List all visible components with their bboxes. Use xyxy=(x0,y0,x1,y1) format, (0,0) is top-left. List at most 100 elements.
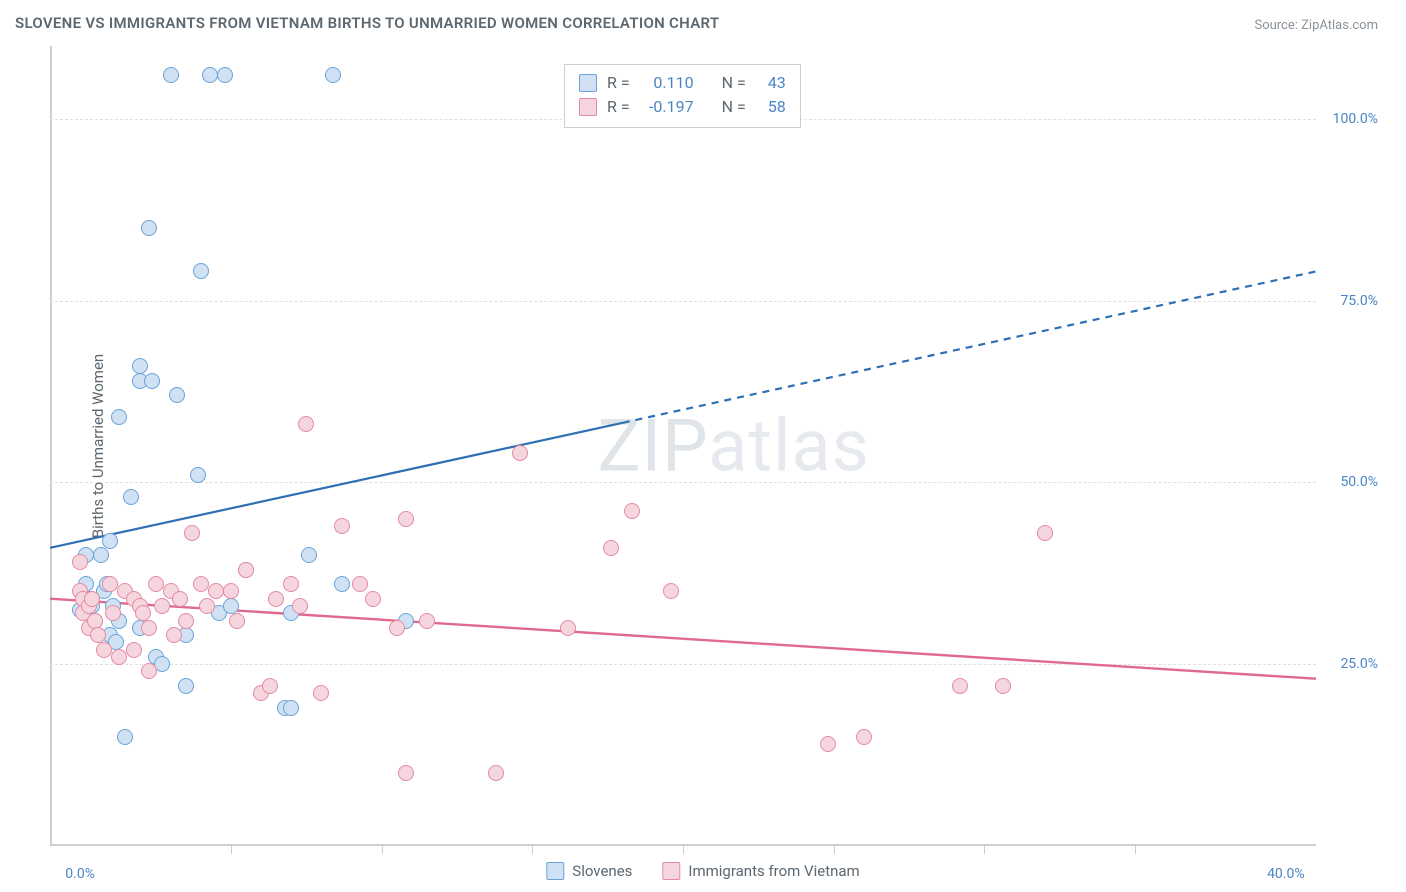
data-point-slovenes xyxy=(283,700,299,716)
data-point-slovenes xyxy=(178,678,194,694)
data-point-vietnam xyxy=(398,511,414,527)
data-point-slovenes xyxy=(193,263,209,279)
data-point-vietnam xyxy=(389,620,405,636)
data-point-slovenes xyxy=(117,729,133,745)
legend-label: Immigrants from Vietnam xyxy=(688,862,859,880)
data-point-vietnam xyxy=(624,503,640,519)
data-point-vietnam xyxy=(172,591,188,607)
y-tick-label: 50.0% xyxy=(1340,474,1378,490)
watermark-prefix: ZIP xyxy=(597,404,708,489)
n-value: 58 xyxy=(756,95,786,119)
data-point-vietnam xyxy=(268,591,284,607)
data-point-vietnam xyxy=(229,613,245,629)
data-point-vietnam xyxy=(193,576,209,592)
stats-row-vietnam: R = -0.197 N = 58 xyxy=(579,95,786,119)
legend-label: Slovenes xyxy=(572,862,632,880)
data-point-vietnam xyxy=(238,562,254,578)
data-point-vietnam xyxy=(603,540,619,556)
data-point-vietnam xyxy=(560,620,576,636)
y-tick-label: 100.0% xyxy=(1333,111,1378,127)
data-point-vietnam xyxy=(365,591,381,607)
data-point-slovenes xyxy=(123,489,139,505)
data-point-vietnam xyxy=(292,598,308,614)
data-point-vietnam xyxy=(208,583,224,599)
source-attribution: Source: ZipAtlas.com xyxy=(1254,18,1378,33)
data-point-slovenes xyxy=(301,547,317,563)
data-point-vietnam xyxy=(126,642,142,658)
data-point-vietnam xyxy=(223,583,239,599)
legend-swatch-vietnam xyxy=(579,98,597,116)
watermark-suffix: atlas xyxy=(708,404,870,489)
data-point-slovenes xyxy=(169,387,185,403)
data-point-vietnam xyxy=(856,729,872,745)
data-point-vietnam xyxy=(184,525,200,541)
n-value: 43 xyxy=(756,71,786,95)
legend-swatch-vietnam xyxy=(662,862,680,880)
data-point-vietnam xyxy=(141,620,157,636)
chart-container: SLOVENE VS IMMIGRANTS FROM VIETNAM BIRTH… xyxy=(0,0,1406,892)
data-point-vietnam xyxy=(148,576,164,592)
chart-title: SLOVENE VS IMMIGRANTS FROM VIETNAM BIRTH… xyxy=(15,14,719,32)
data-point-vietnam xyxy=(952,678,968,694)
data-point-vietnam xyxy=(199,598,215,614)
data-point-vietnam xyxy=(663,583,679,599)
data-point-vietnam xyxy=(995,678,1011,694)
n-label: N = xyxy=(722,71,746,95)
n-label: N = xyxy=(722,95,746,119)
r-value: 0.110 xyxy=(640,71,694,95)
stats-row-slovenes: R = 0.110 N = 43 xyxy=(579,71,786,95)
r-value: -0.197 xyxy=(640,95,694,119)
trend-line-vietnam xyxy=(50,599,1316,679)
data-point-vietnam xyxy=(111,649,127,665)
data-point-vietnam xyxy=(141,663,157,679)
legend-swatch-slovenes xyxy=(546,862,564,880)
data-point-vietnam xyxy=(419,613,435,629)
data-point-vietnam xyxy=(72,554,88,570)
data-point-vietnam xyxy=(262,678,278,694)
data-point-vietnam xyxy=(87,613,103,629)
data-point-vietnam xyxy=(313,685,329,701)
r-label: R = xyxy=(607,71,630,95)
data-point-slovenes xyxy=(93,547,109,563)
x-tick-label: 0.0% xyxy=(65,866,95,882)
data-point-vietnam xyxy=(334,518,350,534)
legend-item-vietnam: Immigrants from Vietnam xyxy=(662,862,859,880)
legend-item-slovenes: Slovenes xyxy=(546,862,632,880)
data-point-vietnam xyxy=(283,576,299,592)
data-point-slovenes xyxy=(163,67,179,83)
data-point-vietnam xyxy=(96,642,112,658)
legend-swatch-slovenes xyxy=(579,74,597,92)
data-point-slovenes xyxy=(111,409,127,425)
watermark: ZIPatlas xyxy=(597,404,869,489)
data-point-slovenes xyxy=(325,67,341,83)
data-point-slovenes xyxy=(190,467,206,483)
data-point-vietnam xyxy=(352,576,368,592)
data-point-slovenes xyxy=(334,576,350,592)
data-point-vietnam xyxy=(102,576,118,592)
bottom-legend: Slovenes Immigrants from Vietnam xyxy=(546,862,859,880)
data-point-vietnam xyxy=(105,605,121,621)
data-point-slovenes xyxy=(102,533,118,549)
data-point-slovenes xyxy=(144,373,160,389)
data-point-vietnam xyxy=(178,613,194,629)
data-point-vietnam xyxy=(820,736,836,752)
plot-area: ZIPatlas xyxy=(50,46,1316,846)
y-tick-label: 25.0% xyxy=(1340,656,1378,672)
data-point-vietnam xyxy=(298,416,314,432)
x-tick-label: 40.0% xyxy=(1267,866,1305,882)
correlation-stats-box: R = 0.110 N = 43 R = -0.197 N = 58 xyxy=(564,64,801,128)
y-tick-label: 75.0% xyxy=(1340,293,1378,309)
r-label: R = xyxy=(607,95,630,119)
data-point-vietnam xyxy=(166,627,182,643)
data-point-vietnam xyxy=(84,591,100,607)
data-point-slovenes xyxy=(217,67,233,83)
data-point-vietnam xyxy=(488,765,504,781)
data-point-slovenes xyxy=(202,67,218,83)
data-point-vietnam xyxy=(154,598,170,614)
data-point-slovenes xyxy=(141,220,157,236)
trend-line-slovenes-dashed xyxy=(623,271,1316,422)
trend-lines xyxy=(50,46,1316,846)
data-point-vietnam xyxy=(1037,525,1053,541)
data-point-vietnam xyxy=(512,445,528,461)
data-point-vietnam xyxy=(398,765,414,781)
